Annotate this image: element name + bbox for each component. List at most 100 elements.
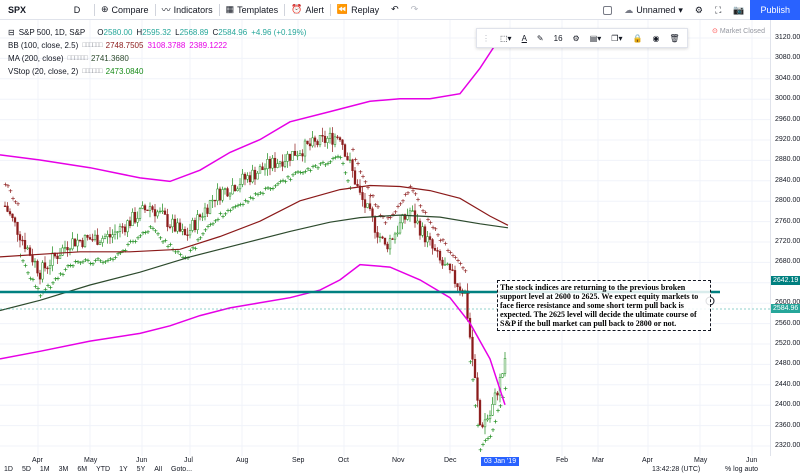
candle-body bbox=[283, 161, 287, 167]
layout-menu[interactable]: ☁ Unnamed ▾ bbox=[618, 0, 689, 20]
compare-button[interactable]: ⊕ Compare bbox=[95, 0, 155, 20]
candle-body bbox=[328, 132, 332, 139]
timeframe-option[interactable]: All bbox=[154, 466, 163, 473]
time-axis-label: Mar bbox=[592, 457, 605, 464]
templates-button[interactable]: ▦ Templates bbox=[220, 0, 285, 20]
candle-body bbox=[8, 211, 12, 215]
vstop-marker: + bbox=[456, 258, 461, 265]
indicators-button[interactable]: 〰 Indicators bbox=[156, 0, 219, 20]
timeframe-option[interactable]: Goto... bbox=[171, 466, 193, 473]
timeframe-option[interactable]: 1Y bbox=[119, 466, 128, 473]
price-axis[interactable]: 3120.00 3080.00 3040.00 3000.00 2960.00 2920.… bbox=[770, 20, 800, 456]
candle-body bbox=[358, 185, 362, 193]
vstop-marker: + bbox=[293, 170, 298, 177]
candle-body bbox=[31, 255, 34, 263]
snapshot-button[interactable]: 📷 bbox=[727, 0, 750, 20]
legend-bb-row[interactable]: BB (100, close, 2.5) □□□□□□ 2748.7505 31… bbox=[8, 39, 306, 52]
percent-toggle[interactable]: % log auto bbox=[725, 466, 759, 473]
settings-button[interactable]: ⚙ bbox=[689, 0, 709, 20]
candle-body bbox=[226, 188, 229, 197]
vstop-marker: + bbox=[313, 163, 318, 170]
bb-upper-value: 3108.3788 bbox=[147, 41, 186, 50]
legend-ma-row[interactable]: MA (200, close) □□□□□□ 2741.3680 bbox=[8, 52, 306, 65]
font-size-select[interactable]: 16 bbox=[553, 33, 563, 43]
vstop-marker: + bbox=[368, 192, 373, 199]
redo-button[interactable]: ↷ bbox=[405, 0, 425, 20]
vstop-marker: + bbox=[413, 191, 418, 198]
vstop-marker: + bbox=[358, 169, 363, 176]
ma-value: 2741.3680 bbox=[90, 54, 129, 63]
text-color-icon[interactable]: A bbox=[521, 33, 527, 43]
candle-body bbox=[336, 136, 339, 138]
line-style-icon[interactable]: ⬚▾ bbox=[500, 33, 512, 43]
lock-icon[interactable]: 🔒 bbox=[632, 33, 643, 43]
symbol-search[interactable]: SPX bbox=[8, 4, 27, 15]
vstop-marker: + bbox=[126, 241, 131, 248]
price-axis-label: 2600.00 bbox=[775, 299, 800, 307]
vstop-marker: + bbox=[38, 293, 43, 300]
timeframe-option[interactable]: 5Y bbox=[136, 466, 146, 473]
legend-symbol-title: S&P 500, 1D, S&P bbox=[18, 28, 86, 37]
undo-button[interactable]: ↶ bbox=[385, 0, 405, 20]
vstop-marker: + bbox=[58, 271, 63, 278]
vstop-marker: + bbox=[256, 191, 261, 198]
candle-body bbox=[88, 237, 92, 240]
price-chart[interactable]: ++++++++++++++++++++++++++++++++++++++++… bbox=[0, 20, 800, 473]
vstop-marker: + bbox=[3, 181, 8, 188]
fullscreen-toggle[interactable] bbox=[597, 0, 618, 20]
cloud-icon: ☁ bbox=[624, 4, 634, 15]
pencil-icon[interactable]: ✎ bbox=[536, 33, 544, 43]
vstop-marker: + bbox=[226, 208, 231, 215]
fullscreen-button[interactable]: ⛶ bbox=[709, 0, 727, 20]
eye-icon[interactable]: ◉ bbox=[652, 33, 660, 43]
price-axis-label: 2520.00 bbox=[775, 340, 800, 347]
trash-icon[interactable]: 🗑 bbox=[669, 33, 680, 43]
vstop-marker: + bbox=[196, 237, 201, 244]
time-axis[interactable]: Apr May Jun Jul Aug Sep Oct Nov Dec Feb Mar Apr May J… bbox=[0, 456, 800, 466]
candle-body bbox=[146, 209, 149, 212]
vstop-marker: + bbox=[398, 201, 403, 208]
vstop-action-icons[interactable]: □□□□□□ bbox=[82, 68, 102, 75]
publish-button[interactable]: Publish bbox=[750, 0, 800, 20]
bb-action-icons[interactable]: □□□□□□ bbox=[82, 42, 102, 49]
legend-vstop-row[interactable]: VStop (20, close, 2) □□□□□□ 2473.0840 bbox=[8, 65, 306, 78]
vstop-marker: + bbox=[108, 256, 113, 263]
collapse-icon[interactable]: ⊟ bbox=[8, 28, 15, 37]
chart-area[interactable]: + + + + + + + + + + + + + + + + + + + + + + + + + + + + + + + + + + + + + + + +… bbox=[0, 20, 800, 473]
timeframe-option[interactable]: 6M bbox=[77, 466, 88, 473]
gear-icon[interactable]: ⚙ bbox=[572, 33, 580, 43]
text-annotation[interactable]: The stock indices are returning to the p… bbox=[497, 280, 711, 331]
candle-body bbox=[458, 286, 462, 291]
template-icon[interactable]: ▤▾ bbox=[589, 33, 602, 43]
candle-body bbox=[353, 170, 357, 185]
vstop-marker: + bbox=[63, 266, 68, 273]
bb-name: BB (100, close, 2.5) bbox=[8, 41, 79, 50]
vstop-marker: + bbox=[281, 177, 286, 184]
timeframe-option[interactable]: 1M bbox=[39, 466, 50, 473]
templates-icon: ▦ bbox=[225, 4, 235, 14]
replay-button[interactable]: ⏪ Replay bbox=[331, 0, 385, 20]
time-axis-label: Aug bbox=[236, 457, 249, 464]
vstop-marker: + bbox=[36, 285, 41, 292]
candle-body bbox=[118, 226, 122, 232]
vstop-marker: + bbox=[451, 252, 456, 259]
drag-handle-icon[interactable]: ⋮ bbox=[482, 33, 490, 43]
timeframe-option[interactable]: 1D bbox=[4, 466, 13, 473]
timeframe-option[interactable]: 5D bbox=[21, 466, 31, 473]
interval-button[interactable]: D bbox=[73, 4, 81, 15]
legend-main-row[interactable]: ⊟ S&P 500, 1D, S&P O 2580.00 H 2595.32 L 25… bbox=[8, 26, 306, 39]
timeframe-option[interactable]: YTD bbox=[96, 466, 111, 473]
candle-body bbox=[316, 141, 319, 146]
candle-body bbox=[6, 205, 9, 212]
candle-body bbox=[23, 240, 27, 250]
candle-body bbox=[143, 205, 147, 211]
clone-icon[interactable]: ❐▾ bbox=[611, 33, 623, 43]
ma-action-icons[interactable]: □□□□□□ bbox=[67, 55, 88, 62]
candle-body bbox=[318, 135, 322, 146]
candle-body bbox=[276, 163, 279, 168]
alert-button[interactable]: ⏰ Alert bbox=[285, 0, 330, 20]
vstop-marker: + bbox=[116, 251, 121, 258]
vstop-marker: + bbox=[283, 179, 288, 186]
vstop-marker: + bbox=[236, 202, 241, 209]
timeframe-option[interactable]: 3M bbox=[58, 466, 69, 473]
